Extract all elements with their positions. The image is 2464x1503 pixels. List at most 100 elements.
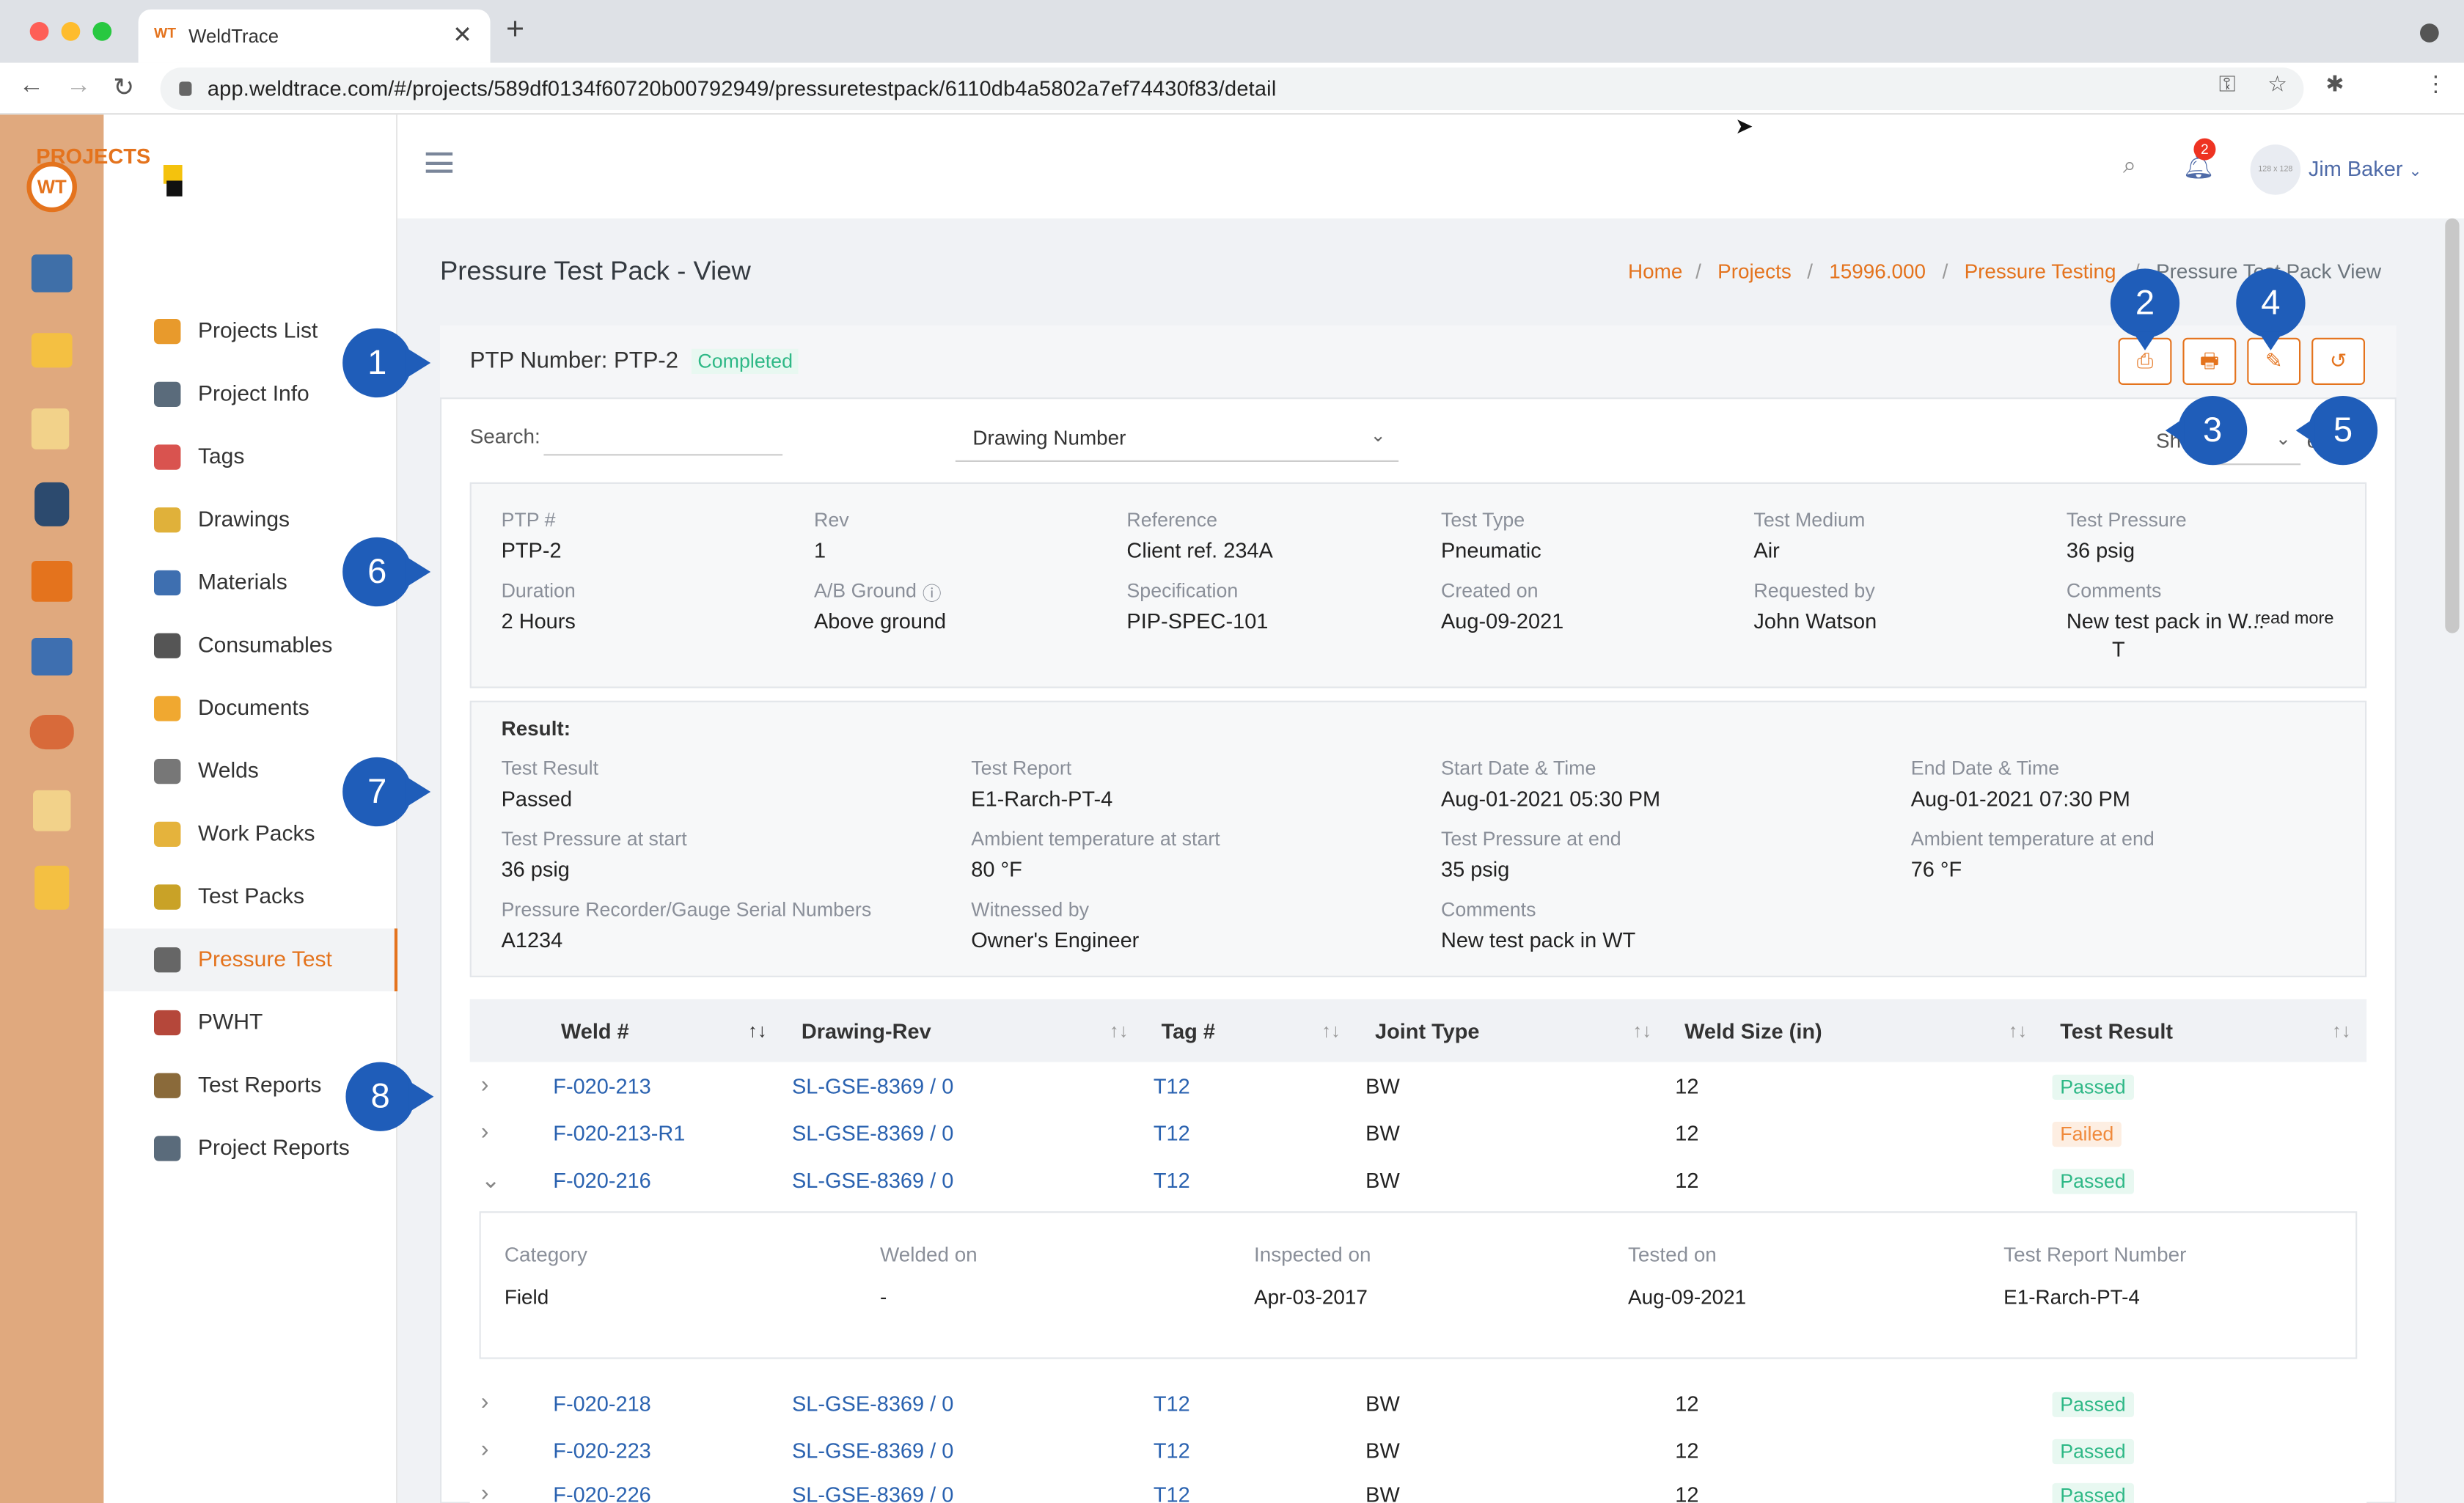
table-row[interactable] [469,1381,2367,1428]
sidebar-item-test-packs[interactable]: Test Packs [103,866,397,929]
print-button[interactable]: 🖶︎ [2182,337,2237,385]
expand-chevron-icon[interactable]: › [480,1071,489,1098]
sidebar-item-pwht[interactable]: PWHT [103,991,397,1054]
maximize-window-button[interactable] [92,22,112,41]
sidebar-item-project-info[interactable]: Project Info [103,363,397,426]
table-row[interactable] [469,1111,2367,1158]
drawing-link[interactable]: SL-GSE-8369 / 0 [792,1438,954,1463]
bookmark-star-icon[interactable]: ☆ [2267,70,2288,96]
sidebar-item-pressure-test[interactable]: Pressure Test [103,928,398,992]
reload-icon[interactable]: ↻ [113,75,135,103]
browser-tab[interactable]: WT WeldTrace ✕ [138,9,491,63]
sidebar-item-documents[interactable]: Documents [103,677,397,741]
tag-link[interactable]: T12 [1153,1122,1190,1146]
avatar[interactable]: 128 x 128 [2250,144,2301,195]
breadcrumb-link[interactable]: Pressure Testing [1964,259,2116,283]
table-row[interactable] [469,1427,2367,1476]
certificate-icon[interactable] [34,865,70,910]
tag-link[interactable]: T12 [1153,1392,1190,1416]
schedule-clipboard-icon[interactable] [33,790,71,831]
key-icon[interactable]: ⚿ [2218,70,2236,96]
sort-icon[interactable]: ↑↓ [2008,1019,2028,1042]
sidebar-item-project-reports[interactable]: Project Reports [103,1117,397,1180]
sidebar-item-welds[interactable]: Welds [103,740,397,803]
search-field-select[interactable]: Drawing Number ⌄ [955,421,1399,462]
search-icon[interactable]: ⌕ [2123,152,2137,180]
breadcrumb-link[interactable]: Projects [1717,259,1792,283]
breadcrumb-link[interactable]: 15996.000 [1829,259,1926,283]
weld-link[interactable]: F-020-213 [553,1074,651,1098]
info-icon[interactable]: ⓘ [922,583,942,605]
weld-link[interactable]: F-020-213-R1 [553,1122,686,1146]
sidebar-item-projects-list[interactable]: Projects List [103,300,397,363]
sort-icon[interactable]: ↑↓ [747,1019,767,1042]
url-field[interactable]: app.weldtrace.com/#/projects/589df0134f6… [160,67,2304,110]
read-more-link[interactable]: read more [2255,609,2334,629]
tab-menu-icon[interactable] [2420,23,2439,43]
weld-link[interactable]: F-020-218 [553,1392,651,1416]
sort-icon[interactable]: ↑↓ [1109,1019,1129,1042]
extensions-icon[interactable]: ✱ [2325,70,2344,96]
user-menu[interactable]: Jim Baker ⌄ [2309,157,2422,180]
expand-chevron-icon[interactable]: ⌄ [480,1167,501,1194]
show-entries-select[interactable]: ⌄ [2212,425,2301,466]
welder-icon[interactable] [34,482,70,526]
sidebar-item-test-reports[interactable]: Test Reports [103,1054,397,1117]
sidebar-item-materials[interactable]: Materials [103,551,397,614]
tag-link[interactable]: T12 [1153,1169,1190,1193]
weld-link[interactable]: F-020-223 [553,1438,651,1463]
new-tab-icon[interactable]: + [506,12,525,48]
sort-icon[interactable]: ↑↓ [2332,1019,2351,1042]
close-window-button[interactable] [29,22,49,41]
expand-chevron-icon[interactable]: › [480,1118,489,1146]
column-header[interactable]: Weld # [561,1019,629,1043]
weld-link[interactable]: F-020-216 [553,1169,651,1193]
tag-link[interactable]: T12 [1153,1074,1190,1098]
sidebar-item-work-packs[interactable]: Work Packs [103,803,397,866]
column-header[interactable]: Drawing-Rev [801,1019,931,1043]
weldtrace-logo[interactable]: WT [26,161,77,213]
table-row[interactable] [469,1471,2367,1503]
weld-link[interactable]: F-020-226 [553,1482,651,1503]
drawing-link[interactable]: SL-GSE-8369 / 0 [792,1169,954,1193]
team-icon[interactable] [29,714,74,750]
forward-icon[interactable]: → [66,72,92,99]
report-screen-icon[interactable] [31,638,73,676]
scrollbar[interactable] [2445,218,2460,633]
expand-chevron-icon[interactable]: › [480,1480,489,1503]
drawing-link[interactable]: SL-GSE-8369 / 0 [792,1392,954,1416]
tag-link[interactable]: T12 [1153,1438,1190,1463]
history-button[interactable]: ↺ [2311,337,2365,385]
settings-clipboard-icon[interactable] [31,408,70,449]
minimize-window-button[interactable] [61,22,81,41]
expand-chevron-icon[interactable]: › [480,1436,489,1463]
table-row[interactable] [469,1158,2367,1205]
result-value: Aug-01-2021 05:30 PM [1440,787,1661,811]
breadcrumb-link[interactable]: Home [1628,259,1683,283]
column-header[interactable]: Joint Type [1375,1019,1480,1043]
edit-button[interactable]: ✎ [2247,337,2301,385]
sidebar-item-drawings[interactable]: Drawings [103,488,397,551]
drawing-link[interactable]: SL-GSE-8369 / 0 [792,1074,954,1098]
table-row[interactable] [469,1063,2367,1111]
sort-icon[interactable]: ↑↓ [1321,1019,1341,1042]
drawing-link[interactable]: SL-GSE-8369 / 0 [792,1122,954,1146]
expand-chevron-icon[interactable]: › [480,1389,489,1416]
org-chart-icon[interactable] [31,561,73,602]
tab-close-icon[interactable]: ✕ [452,22,473,49]
drawing-link[interactable]: SL-GSE-8369 / 0 [792,1482,954,1503]
tag-link[interactable]: T12 [1153,1482,1190,1503]
column-header[interactable]: Test Result [2060,1019,2174,1043]
sort-icon[interactable]: ↑↓ [1632,1019,1652,1042]
dashboard-icon[interactable] [31,254,73,293]
browser-menu-icon[interactable]: ⋮ [2424,70,2447,96]
back-icon[interactable]: ← [18,72,44,99]
column-header[interactable]: Tag # [1161,1019,1215,1043]
projects-folder-icon[interactable] [31,333,73,368]
search-input[interactable] [543,454,783,456]
sidebar-item-consumables[interactable]: Consumables [103,614,397,677]
weld-torch-icon [154,759,181,784]
column-header[interactable]: Weld Size (in) [1684,1019,1822,1043]
sidebar-item-tags[interactable]: Tags [103,426,397,489]
hamburger-menu-icon[interactable] [425,152,453,173]
